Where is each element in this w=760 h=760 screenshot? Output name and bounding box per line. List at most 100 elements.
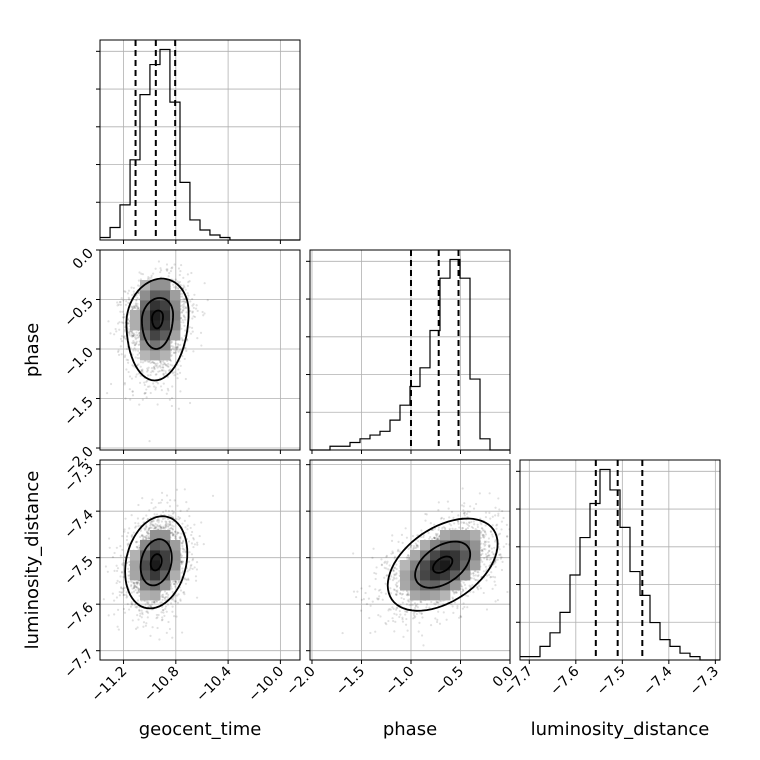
sample-point	[187, 540, 191, 543]
sample-point	[188, 401, 192, 405]
sample-point	[170, 341, 173, 344]
sample-point	[414, 615, 417, 618]
sample-point	[156, 524, 159, 527]
sample-point	[488, 545, 491, 549]
sample-point	[398, 550, 401, 553]
sample-point	[405, 610, 408, 613]
sample-point	[460, 590, 463, 594]
sample-point	[150, 520, 153, 523]
sample-point	[491, 515, 494, 518]
sample-point	[151, 523, 154, 526]
sample-point	[168, 527, 171, 531]
sample-point	[183, 324, 186, 327]
histogram-phase	[306, 249, 511, 451]
sample-point	[124, 290, 127, 293]
sample-point	[461, 527, 465, 530]
sample-point	[174, 580, 178, 583]
sample-point	[406, 591, 410, 594]
sample-point	[182, 276, 185, 279]
density-cell	[170, 320, 181, 331]
sample-point	[491, 524, 494, 527]
density-cell	[160, 540, 171, 551]
sample-point	[136, 614, 139, 617]
sample-point	[135, 299, 138, 302]
histogram-step-luminosity_distance	[520, 468, 720, 661]
sample-point	[131, 533, 134, 536]
density-cell	[140, 560, 151, 571]
sample-point	[390, 539, 394, 542]
density-cell	[130, 550, 141, 561]
density-cell	[150, 310, 161, 321]
sample-point	[159, 360, 162, 364]
sample-point	[146, 379, 149, 382]
sample-point	[178, 581, 181, 584]
sample-point	[147, 528, 150, 531]
sample-point	[151, 520, 154, 523]
sample-point	[148, 277, 151, 280]
sample-point	[184, 526, 187, 529]
sample-point	[178, 280, 182, 284]
sample-point	[189, 526, 192, 530]
density-cell	[170, 310, 181, 321]
panel-frame-geocent_time	[99, 39, 301, 241]
sample-point	[476, 575, 479, 578]
sample-point	[166, 268, 169, 271]
sample-point	[206, 299, 209, 302]
density-cell	[140, 570, 151, 581]
sample-point	[460, 521, 463, 524]
density-cell	[150, 350, 161, 361]
sample-point	[146, 534, 149, 537]
sample-point	[153, 365, 156, 368]
sample-point	[129, 398, 132, 401]
sample-point	[183, 576, 186, 580]
sample-point	[145, 396, 148, 399]
sample-point	[116, 350, 120, 353]
sample-point	[146, 610, 149, 613]
sample-point	[154, 526, 158, 529]
sample-point	[157, 521, 160, 524]
sample-point	[120, 340, 124, 343]
sample-point	[164, 520, 167, 523]
sample-point	[148, 385, 151, 388]
sample-point	[175, 517, 178, 521]
sample-point	[106, 570, 109, 573]
sample-point	[190, 533, 193, 537]
sample-point	[393, 577, 396, 580]
sample-point	[138, 581, 141, 585]
sample-point	[123, 335, 126, 338]
sample-point	[119, 337, 123, 340]
sample-point	[164, 523, 167, 527]
sample-point	[387, 568, 390, 571]
sample-point	[139, 529, 142, 532]
sample-point	[487, 537, 491, 540]
sample-point	[124, 337, 127, 341]
sample-point	[164, 526, 167, 529]
panel-frame-luminosity_distance	[519, 459, 721, 661]
sample-point	[407, 593, 410, 596]
sample-point	[144, 536, 148, 539]
sample-point	[499, 554, 502, 557]
sample-point	[133, 306, 136, 310]
sample-point	[432, 528, 435, 532]
sample-point	[435, 536, 438, 539]
density-cell	[170, 330, 181, 341]
sample-point	[191, 297, 194, 301]
sample-point	[166, 501, 169, 504]
sample-point	[163, 596, 166, 599]
sample-point	[146, 517, 150, 521]
sample-point	[170, 598, 173, 601]
sample-point	[187, 294, 190, 297]
sample-point	[489, 576, 492, 579]
sample-point	[154, 388, 157, 391]
sample-point	[493, 576, 497, 579]
sample-point	[162, 366, 165, 369]
sample-point	[191, 530, 194, 534]
sample-point	[159, 601, 162, 604]
density-cell	[140, 350, 151, 361]
sample-point	[478, 584, 481, 588]
sample-point	[451, 527, 454, 530]
sample-point	[152, 600, 155, 603]
sample-point	[157, 525, 160, 528]
sample-point	[173, 530, 177, 533]
density-cell	[160, 570, 171, 581]
